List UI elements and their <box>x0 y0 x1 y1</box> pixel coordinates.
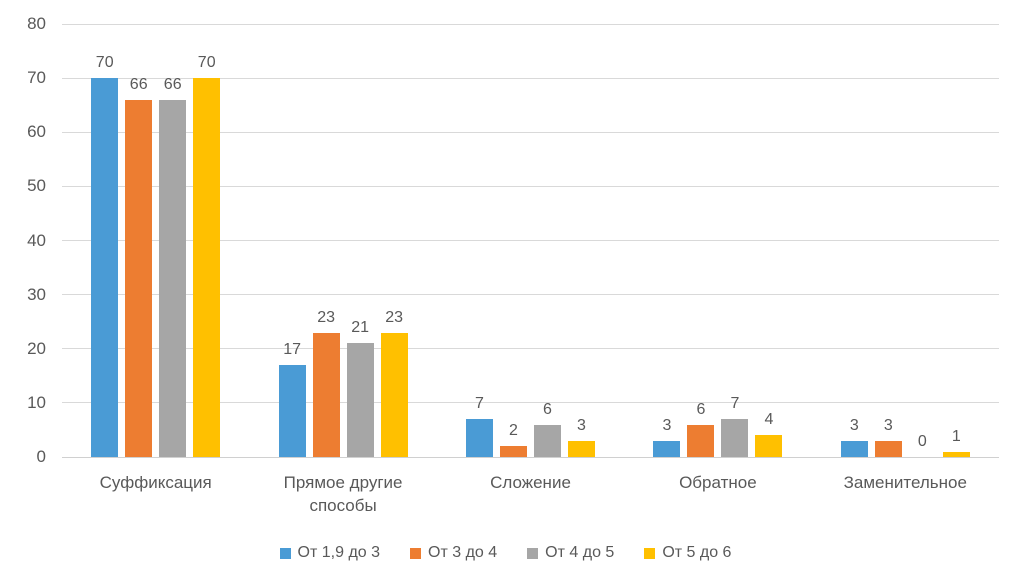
bar-value-label: 6 <box>543 401 552 418</box>
bar <box>125 100 153 457</box>
legend-label: От 4 до 5 <box>545 544 615 561</box>
bar-value-label: 6 <box>696 401 706 418</box>
y-tick-label: 60 <box>27 122 46 142</box>
legend-swatch <box>279 547 291 559</box>
bar-value-label: 3 <box>849 417 859 434</box>
bar-value-label: 7 <box>475 395 484 412</box>
gridline <box>62 185 999 187</box>
legend-label: От 3 до 4 <box>428 544 498 561</box>
bar-value-label: 0 <box>917 433 927 450</box>
bar <box>687 425 715 457</box>
gridline <box>62 131 999 133</box>
bar <box>193 78 221 457</box>
y-tick-label: 70 <box>27 68 46 88</box>
plot-area: 70 66 66 70 17 23 21 23 7 2 6 3 3 6 7 4 3 3 0 1 <box>62 23 999 458</box>
legend-label: От 1,9 до 3 <box>297 544 381 561</box>
y-tick-label: 80 <box>27 14 46 34</box>
bar <box>653 441 681 457</box>
legend-item: От 1,9 до 3 <box>279 544 381 561</box>
gridline <box>62 23 999 25</box>
gridline <box>62 77 999 79</box>
bar <box>755 435 783 457</box>
legend-swatch <box>644 547 656 559</box>
legend-item: От 3 до 4 <box>410 545 497 561</box>
bar <box>840 441 868 457</box>
bar <box>874 441 902 457</box>
bar-value-label: 23 <box>385 309 403 326</box>
category-label-text: Сложение <box>490 473 571 492</box>
legend-item: От 5 до 6 <box>644 545 731 561</box>
bar-value-label: 70 <box>95 54 114 71</box>
legend-label: От 5 до 6 <box>662 544 732 561</box>
bar <box>278 365 306 457</box>
bar-value-label: 66 <box>163 76 182 93</box>
bar <box>568 441 595 457</box>
y-axis: 0 10 20 30 40 50 60 70 80 <box>0 15 46 465</box>
category-label: Прямое другие способы <box>249 472 436 518</box>
legend-swatch <box>527 547 539 559</box>
category-label: Обратное <box>624 472 811 495</box>
y-tick-label: 40 <box>27 230 46 250</box>
category-label-text: Суффиксация <box>99 473 212 492</box>
legend-swatch <box>410 547 422 559</box>
bar <box>500 446 527 457</box>
category-label-text: Обратное <box>679 473 757 492</box>
y-tick-label: 10 <box>27 393 46 413</box>
category-label: Сложение <box>437 472 624 495</box>
bar-value-label: 4 <box>764 411 774 428</box>
x-axis: Суффиксация Прямое другие способы Сложение… <box>62 472 999 528</box>
bar-value-label: 3 <box>662 417 672 434</box>
bar-value-label: 7 <box>730 395 740 412</box>
bar-value-label: 3 <box>577 417 586 434</box>
y-tick-label: 50 <box>27 176 46 196</box>
gridline <box>62 240 999 241</box>
bar-value-label: 2 <box>509 422 518 439</box>
category-label-text: Прямое другие способы <box>283 473 403 515</box>
category-label: Заменительное <box>812 472 999 495</box>
bar <box>312 333 340 457</box>
gridline <box>62 456 999 458</box>
bar-value-label: 1 <box>951 428 961 445</box>
y-tick-label: 20 <box>27 338 46 358</box>
category-label: Суффиксация <box>62 472 249 495</box>
category-label-text: Заменительное <box>843 473 967 492</box>
bar-value-label: 17 <box>283 341 301 358</box>
bar-value-label: 70 <box>197 54 216 71</box>
legend: От 1,9 до 3 От 3 до 4 От 4 до 5 От 5 до 6 <box>0 545 1011 561</box>
gridline <box>62 402 999 404</box>
legend-item: От 4 до 5 <box>527 545 614 561</box>
bar-value-label: 66 <box>129 76 148 93</box>
y-tick-label: 30 <box>27 284 46 304</box>
gridline <box>62 294 999 296</box>
bar <box>721 419 749 457</box>
bar-value-label: 23 <box>317 309 335 326</box>
bar <box>942 452 970 457</box>
bar-value-label: 21 <box>351 319 369 336</box>
bar <box>346 343 374 457</box>
bar <box>466 419 493 457</box>
y-tick-label: 0 <box>36 447 46 467</box>
bar <box>91 78 119 457</box>
bar <box>534 425 561 457</box>
gridline <box>62 348 999 350</box>
bar <box>159 100 187 457</box>
bar <box>380 333 408 457</box>
bar-value-label: 3 <box>883 417 893 434</box>
